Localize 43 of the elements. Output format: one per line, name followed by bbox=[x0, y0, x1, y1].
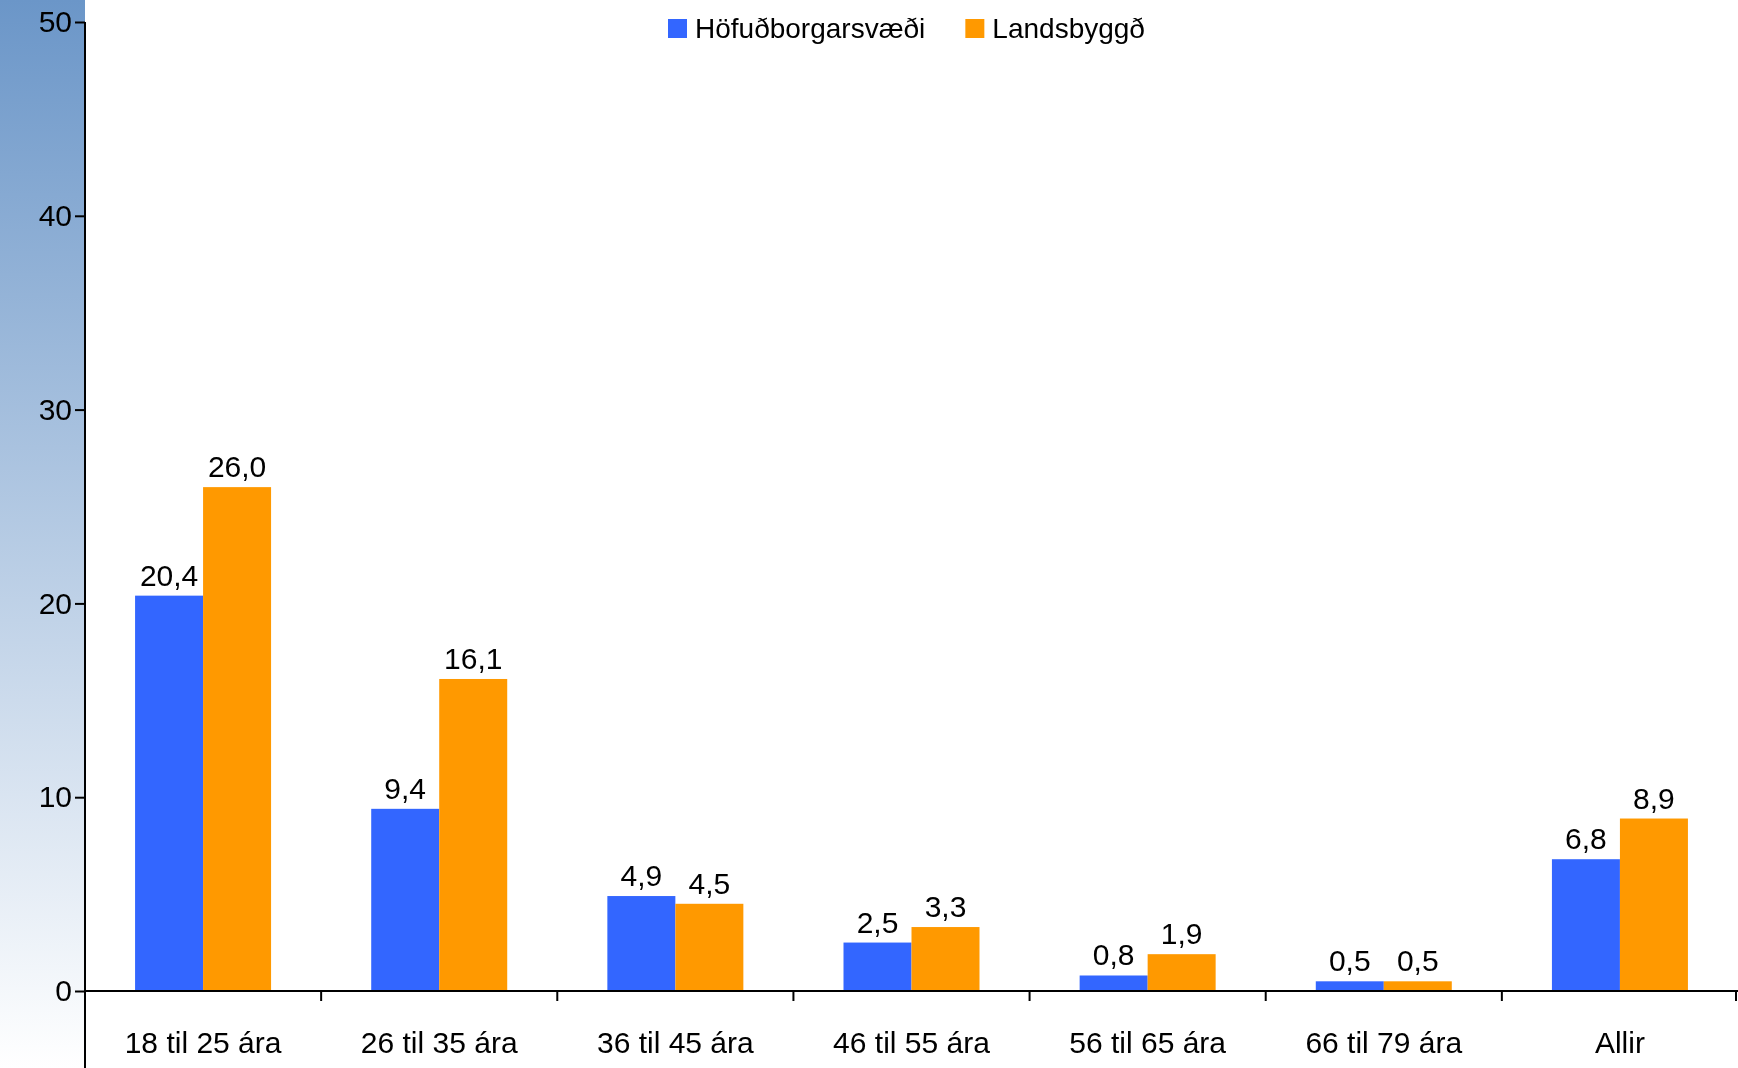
bar bbox=[371, 808, 440, 991]
legend-label: Höfuðborgarsvæði bbox=[695, 13, 926, 44]
data-label: 0,8 bbox=[1092, 938, 1135, 972]
y-tick-label: 10 bbox=[38, 780, 72, 814]
bar bbox=[911, 927, 980, 991]
data-label: 6,8 bbox=[1565, 822, 1607, 856]
data-label: 0,5 bbox=[1396, 944, 1439, 978]
data-label: 4,9 bbox=[620, 859, 663, 893]
bar bbox=[1315, 981, 1384, 991]
data-label: 0,5 bbox=[1328, 944, 1371, 978]
x-tick-label: 56 til 65 ára bbox=[1069, 1026, 1227, 1059]
legend-label: Landsbyggð bbox=[992, 13, 1145, 44]
bar bbox=[135, 595, 204, 991]
data-label: 26,0 bbox=[207, 450, 267, 484]
bar bbox=[1383, 981, 1452, 991]
bar bbox=[675, 903, 744, 991]
y-tick-label: 0 bbox=[55, 974, 72, 1008]
data-label: 4,5 bbox=[688, 866, 731, 900]
x-tick-label: 26 til 35 ára bbox=[360, 1026, 518, 1059]
y-tick-label: 30 bbox=[38, 392, 72, 426]
data-label: 8,9 bbox=[1633, 781, 1675, 815]
y-tick-label: 20 bbox=[38, 586, 72, 620]
x-tick-label: 46 til 55 ára bbox=[833, 1026, 991, 1059]
x-tick-label: 36 til 45 ára bbox=[596, 1026, 755, 1059]
bar bbox=[607, 896, 676, 991]
data-label: 2,5 bbox=[856, 905, 899, 939]
x-tick-label: 18 til 25 ára bbox=[124, 1026, 282, 1059]
bar bbox=[1147, 954, 1216, 991]
data-label: 9,4 bbox=[384, 771, 427, 805]
x-tick-label: Allir bbox=[1594, 1026, 1645, 1059]
data-label: 16,1 bbox=[444, 641, 503, 675]
bar bbox=[1079, 975, 1148, 991]
data-label: 3,3 bbox=[924, 890, 967, 924]
data-label: 20,4 bbox=[139, 558, 199, 592]
bar bbox=[439, 678, 508, 991]
bar bbox=[843, 942, 912, 991]
bar bbox=[1619, 818, 1688, 991]
x-tick-label: 66 til 79 ára bbox=[1305, 1026, 1463, 1059]
y-tick-label: 40 bbox=[38, 198, 72, 232]
y-tick-label: 50 bbox=[38, 5, 72, 39]
data-label: 1,9 bbox=[1160, 917, 1203, 951]
bar bbox=[203, 487, 272, 991]
bar bbox=[1551, 859, 1620, 991]
